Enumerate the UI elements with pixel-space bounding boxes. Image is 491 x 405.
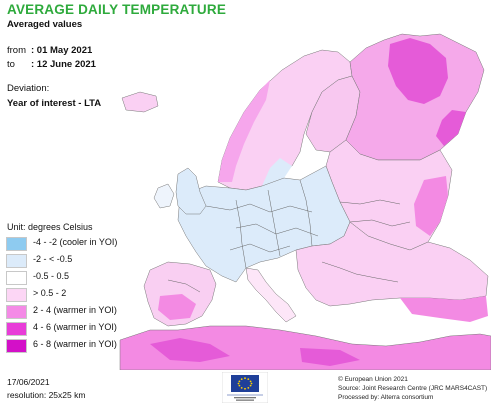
- legend-swatch: [6, 254, 27, 268]
- region-iceland: [121, 91, 159, 113]
- legend-swatch: [6, 237, 27, 251]
- legend-unit: Unit: degrees Celsius: [7, 222, 93, 232]
- map-subtitle: Averaged values: [7, 19, 83, 30]
- from-date-row: from : 01 May 2021: [7, 45, 92, 56]
- region-balkans: [295, 221, 489, 307]
- deviation-label: Deviation:: [7, 83, 50, 94]
- legend-swatch: [6, 271, 27, 285]
- region-russia-hot: [388, 38, 448, 104]
- region-turkey-hot: [400, 296, 488, 322]
- country-borders: [167, 179, 411, 293]
- legend-label: 2 - 4 (warmer in YOI): [33, 305, 117, 315]
- processed-by: Processed by: Alterra consortium: [338, 394, 434, 401]
- european-commission-logo: [222, 372, 268, 403]
- legend-label: -2 - < -0.5: [33, 254, 73, 264]
- legend-swatch: [6, 305, 27, 319]
- legend-label: 6 - 8 (warmer in YOI): [33, 339, 117, 349]
- to-date-row: to : 12 June 2021: [7, 59, 96, 70]
- issue-date: 17/06/2021: [7, 377, 50, 387]
- from-date-value: : 01 May 2021: [31, 45, 93, 56]
- region-sweden-south: [262, 158, 292, 186]
- legend-label: -4 - -2 (cooler in YOI): [33, 237, 118, 247]
- legend-swatch: [6, 288, 27, 302]
- region-north-africa-hot2: [300, 348, 360, 366]
- legend-label: > 0.5 - 2: [33, 288, 67, 298]
- legend-label: 4 - 6 (warmer in YOI): [33, 322, 117, 332]
- legend-label: -0.5 - 0.5: [33, 271, 70, 281]
- region-east-hot: [414, 176, 448, 236]
- region-italy: [245, 267, 297, 323]
- resolution: resolution: 25x25 km: [7, 390, 86, 400]
- to-date-value: : 12 June 2021: [31, 59, 96, 70]
- region-ireland: [153, 183, 175, 209]
- from-label: from: [7, 45, 26, 56]
- legend-swatch: [6, 322, 27, 336]
- to-label: to: [7, 59, 15, 70]
- data-source: Source: Joint Research Centre (JRC MARS4…: [338, 385, 488, 392]
- region-britain: [175, 167, 207, 215]
- region-norway-coast: [218, 80, 270, 182]
- region-iberia-hot: [158, 294, 196, 320]
- legend-swatch: [6, 339, 27, 353]
- region-north-africa-hot: [150, 338, 230, 362]
- map-title: AVERAGE DAILY TEMPERATURE: [7, 2, 227, 17]
- copyright: © European Union 2021: [338, 376, 408, 383]
- comparison-label: Year of interest - LTA: [7, 98, 102, 109]
- region-russia-hot2: [436, 110, 466, 146]
- temperature-map: [119, 33, 491, 370]
